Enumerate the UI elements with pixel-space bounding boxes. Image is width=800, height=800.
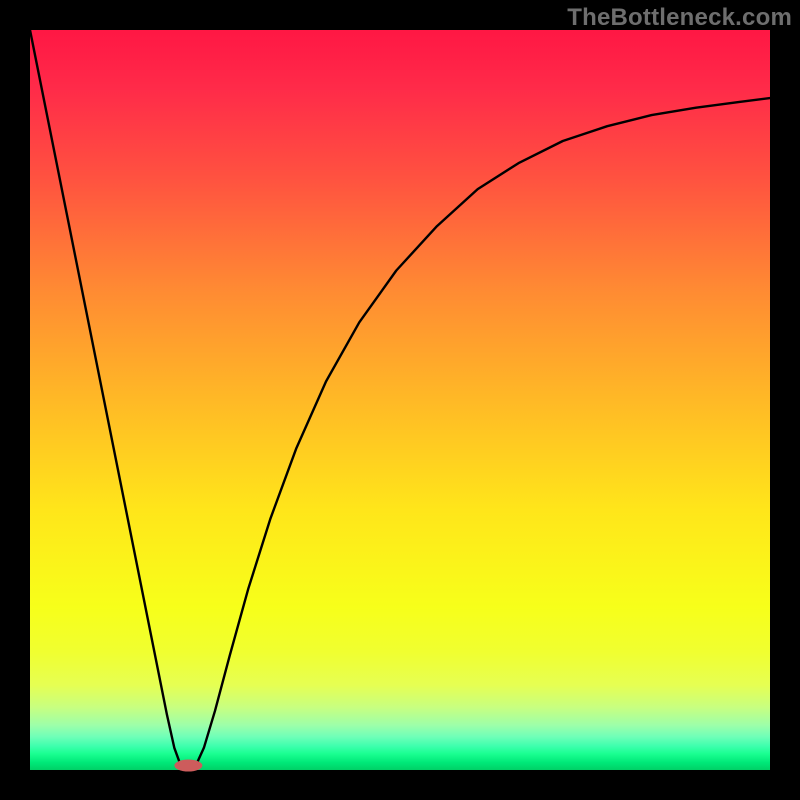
plot-background: [30, 30, 770, 770]
optimal-marker: [174, 760, 202, 772]
chart-container: TheBottleneck.com: [0, 0, 800, 800]
watermark-text: TheBottleneck.com: [567, 4, 792, 32]
bottleneck-chart: [0, 0, 800, 800]
